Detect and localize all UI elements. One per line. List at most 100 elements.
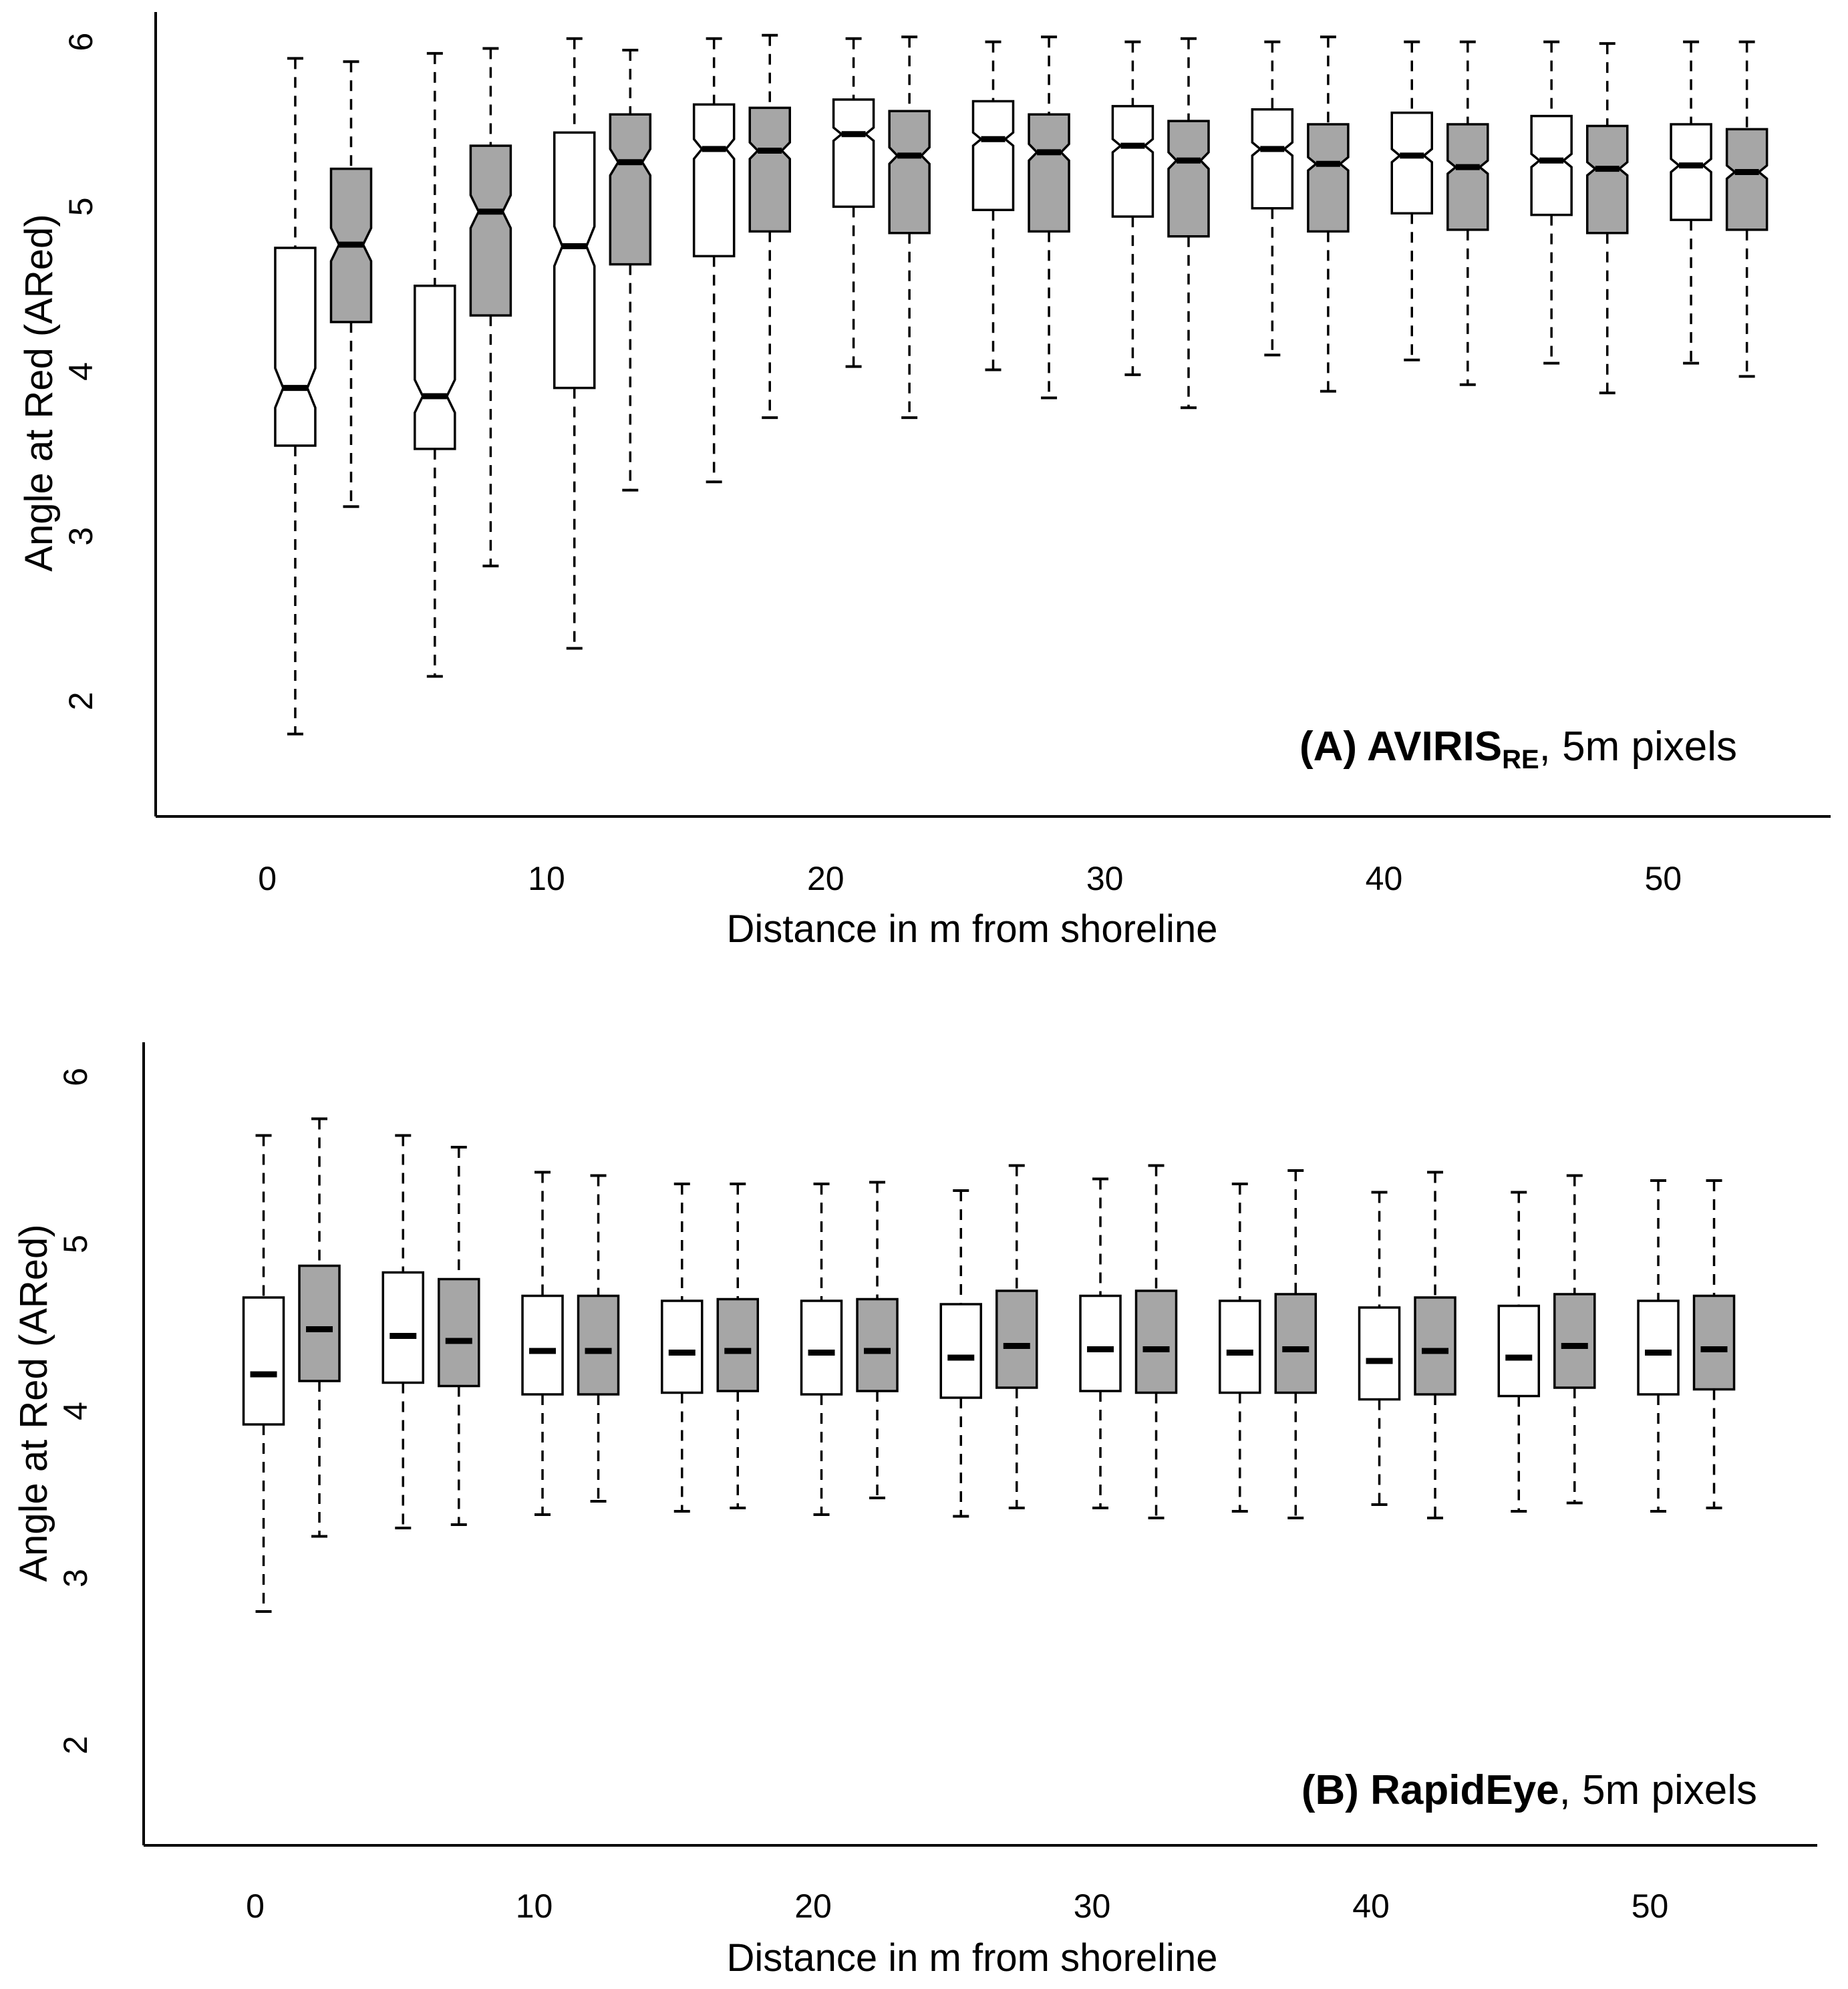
box-body bbox=[1530, 114, 1573, 216]
box-body bbox=[856, 1297, 899, 1392]
box-body bbox=[1390, 111, 1433, 214]
panel-b-box-13 bbox=[1079, 1177, 1122, 1509]
panel-a-box-11 bbox=[971, 40, 1015, 371]
panel-b-x-tick-label: 0 bbox=[246, 1887, 265, 1925]
panel-a-box-10 bbox=[888, 35, 931, 420]
box-body bbox=[1497, 1304, 1541, 1398]
box-body bbox=[661, 1299, 704, 1394]
panel-b-x-ticks: 0 10 20 30 40 50 bbox=[246, 1887, 1668, 1925]
panel-b-x-axis-title: Distance in m from shoreline bbox=[727, 1936, 1218, 1980]
box-body bbox=[1446, 123, 1489, 231]
panel-a-x-tick-label: 0 bbox=[258, 860, 277, 897]
panel-a-box-6 bbox=[609, 49, 652, 492]
box-body bbox=[692, 103, 736, 258]
panel-b-x-tick-label: 40 bbox=[1352, 1887, 1390, 1925]
panel-b-box-6 bbox=[577, 1174, 620, 1503]
panel-b-axes bbox=[142, 1042, 1817, 1847]
box-body bbox=[609, 113, 652, 266]
panel-b-y-tick-label: 4 bbox=[57, 1402, 94, 1420]
box-body bbox=[832, 98, 875, 208]
box-body bbox=[414, 284, 456, 450]
panel-a-y-tick-label: 4 bbox=[62, 362, 100, 381]
box-body bbox=[1111, 105, 1154, 218]
panel-a-box-2 bbox=[329, 60, 373, 508]
panel-b-y-tick-label: 3 bbox=[57, 1569, 94, 1587]
panel-b-box-14 bbox=[1134, 1164, 1178, 1519]
panel-a-y-tick-label: 6 bbox=[62, 33, 100, 51]
panel-b-y-tick-label: 6 bbox=[57, 1068, 94, 1086]
panel-b-box-11 bbox=[939, 1189, 983, 1518]
panel-b-y-tick-label: 2 bbox=[57, 1736, 94, 1754]
panel-a-y-tick-label: 3 bbox=[62, 527, 100, 546]
box-body bbox=[1167, 120, 1210, 238]
panel-a-x-axis-title: Distance in m from shoreline bbox=[727, 907, 1218, 951]
panel-b-y-axis-title: Angle at Red (ARed) bbox=[12, 1224, 55, 1581]
panel-a-x-tick-label: 50 bbox=[1644, 860, 1682, 897]
panel-a-annotation-rest: , 5m pixels bbox=[1539, 724, 1737, 770]
panel-b-annotation-bold: (B) RapidEye bbox=[1301, 1767, 1559, 1813]
panel-a-y-axis-title: Angle at Red (ARed) bbox=[17, 214, 61, 571]
panel-a-box-9 bbox=[832, 37, 875, 368]
panel-b-box-15 bbox=[1219, 1183, 1261, 1513]
panel-a-box-5 bbox=[553, 37, 596, 650]
box-body bbox=[521, 1294, 564, 1396]
box-body bbox=[298, 1264, 341, 1382]
panel-a-box-22 bbox=[1725, 40, 1768, 378]
panel-b-box-19 bbox=[1497, 1191, 1541, 1513]
panel-b-x-tick-label: 30 bbox=[1074, 1887, 1111, 1925]
box-body bbox=[995, 1289, 1038, 1389]
panel-a-box-20 bbox=[1585, 42, 1629, 395]
panel-b-box-5 bbox=[521, 1171, 564, 1516]
box-body bbox=[1219, 1299, 1261, 1394]
panel-b-box-8 bbox=[716, 1183, 760, 1509]
box-body bbox=[438, 1277, 480, 1388]
panel-b-annotation: (B) RapidEye, 5m pixels bbox=[1301, 1767, 1757, 1813]
box-body bbox=[939, 1303, 983, 1399]
panel-a: 2 3 4 5 6 0 10 20 30 40 50 Distance in m from sho… bbox=[17, 12, 1831, 951]
panel-a-box-7 bbox=[692, 37, 736, 484]
box-body bbox=[469, 144, 512, 317]
panel-a-annotation-subscript: RE bbox=[1502, 745, 1539, 774]
panel-b-box-3 bbox=[381, 1134, 425, 1529]
box-body bbox=[971, 100, 1015, 212]
panel-a-x-tick-label: 20 bbox=[807, 860, 844, 897]
panel-a-x-tick-label: 10 bbox=[528, 860, 565, 897]
panel-a-annotation: (A) AVIRISRE, 5m pixels bbox=[1299, 724, 1737, 774]
box-body bbox=[553, 131, 596, 390]
panel-b-box-17 bbox=[1358, 1191, 1401, 1506]
panel-a-box-17 bbox=[1390, 40, 1433, 361]
panel-b-box-20 bbox=[1553, 1174, 1596, 1505]
panel-b-box-9 bbox=[800, 1183, 843, 1516]
panel-b-box-16 bbox=[1274, 1169, 1318, 1519]
panel-a-y-ticks: 2 3 4 5 6 bbox=[62, 33, 100, 710]
panel-a-x-ticks: 0 10 20 30 40 50 bbox=[258, 860, 1682, 897]
panel-a-x-tick-label: 40 bbox=[1366, 860, 1403, 897]
panel-a-box-13 bbox=[1111, 40, 1154, 376]
panel-a-y-tick-label: 5 bbox=[62, 197, 100, 216]
box-body bbox=[716, 1297, 760, 1392]
box-body bbox=[1637, 1299, 1680, 1396]
box-body bbox=[1585, 124, 1629, 235]
panel-b-box-4 bbox=[438, 1146, 480, 1526]
panel-b-boxes bbox=[242, 1117, 1736, 1613]
box-body bbox=[242, 1296, 285, 1426]
panel-a-annotation-bold: (A) AVIRIS bbox=[1299, 724, 1502, 770]
panel-a-box-16 bbox=[1307, 35, 1350, 393]
panel-b-x-tick-label: 10 bbox=[516, 1887, 553, 1925]
panel-a-y-tick-label: 2 bbox=[62, 692, 100, 710]
panel-b-y-ticks: 2 3 4 5 6 bbox=[57, 1068, 94, 1754]
box-body bbox=[1028, 113, 1070, 233]
box-body bbox=[800, 1299, 843, 1396]
box-body bbox=[748, 106, 791, 233]
panel-b-y-tick-label: 5 bbox=[57, 1235, 94, 1253]
panel-b: 2 3 4 5 6 0 10 20 30 40 50 Distance in m from sho… bbox=[12, 1042, 1817, 1980]
panel-b-box-12 bbox=[995, 1164, 1038, 1509]
box-body bbox=[1307, 123, 1350, 233]
panel-a-box-3 bbox=[414, 51, 456, 678]
panel-b-x-tick-label: 50 bbox=[1632, 1887, 1669, 1925]
box-body bbox=[1274, 1293, 1318, 1394]
panel-a-box-4 bbox=[469, 47, 512, 568]
panel-a-boxes bbox=[274, 33, 1768, 736]
panel-a-box-1 bbox=[274, 57, 317, 736]
